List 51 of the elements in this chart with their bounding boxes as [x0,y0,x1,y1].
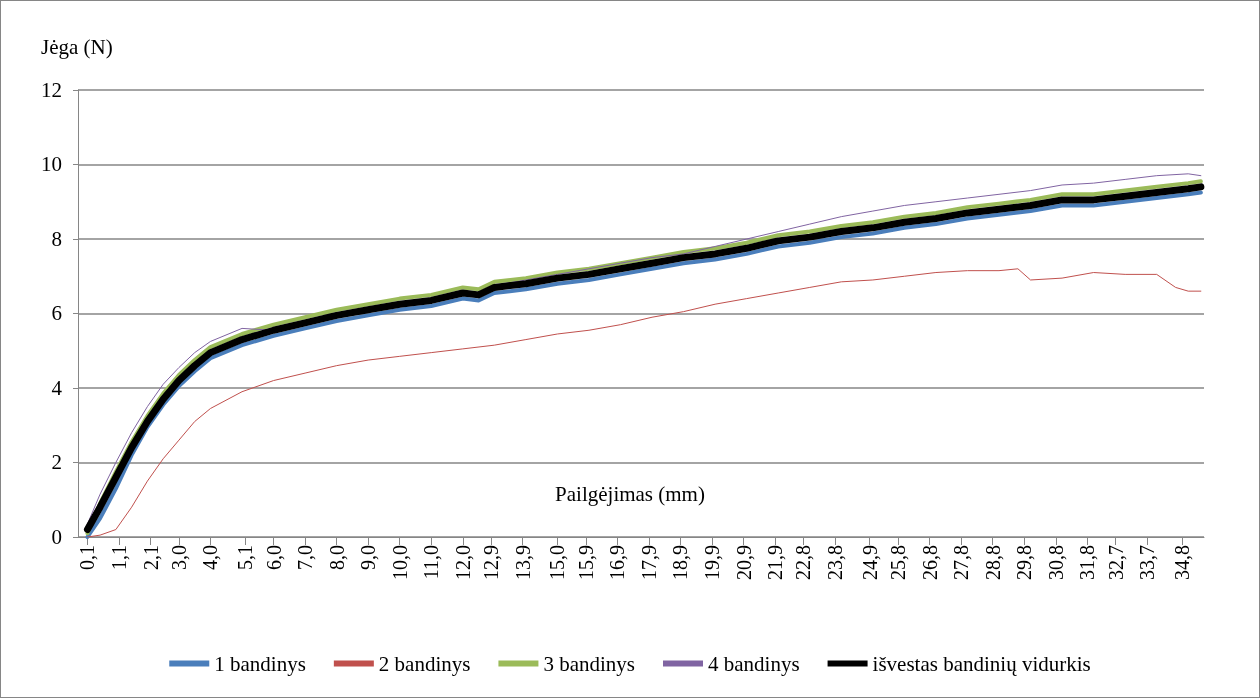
x-tick-label: 18,9 [669,545,692,580]
y-tick-label: 2 [51,450,62,474]
legend-label: 4 bandinys [708,651,800,676]
x-tick-label: 12,0 [451,545,474,580]
x-tick-label: 23,8 [823,545,846,580]
x-tick-label: 26,8 [918,545,941,580]
x-tick-label: 0,1 [76,545,99,570]
legend-label: išvestas bandinių vidurkis [872,651,1091,676]
x-tick-label: 5,1 [234,545,257,570]
x-tick-label: 17,9 [637,545,660,580]
y-tick-label: 4 [51,375,63,400]
x-tick-label: 33,7 [1136,545,1159,580]
x-tick-label: 19,9 [700,545,723,580]
x-tick-label: 4,0 [199,545,222,570]
x-tick-label: 11,0 [420,545,443,580]
y-tick-label: 6 [51,301,62,325]
y-tick-label: 12 [41,77,62,102]
x-tick-label: 20,9 [732,545,755,580]
x-tick-label: 16,9 [606,545,629,580]
x-tick-label: 34,8 [1170,545,1193,580]
x-tick-label: 15,0 [546,545,569,580]
legend-label: 1 bandinys [214,651,306,676]
x-tick-label: 27,8 [950,545,973,580]
x-tick-label: 1,1 [108,545,130,570]
y-tick-label: 10 [41,152,62,176]
legend-label: 2 bandinys [378,651,471,676]
x-tick-label: 8,0 [325,545,348,570]
legend-label: 3 bandinys [543,651,635,676]
x-tick-label: 25,8 [887,545,910,580]
x-tick-label: 2,1 [139,545,162,570]
x-axis-title: Pailgėjimas (mm) [555,481,705,506]
x-tick-label: 3,0 [167,545,190,570]
x-tick-label: 32,7 [1104,545,1127,580]
x-tick-label: 22,8 [792,545,815,580]
x-tick-label: 10,0 [388,545,411,580]
x-tick-label: 28,8 [981,545,1004,580]
y-axis-title: Jėga (N) [41,34,113,59]
x-tick-label: 13,9 [511,545,534,580]
y-tick-label: 0 [51,524,62,549]
x-tick-label: 6,0 [262,545,285,570]
line-series [86,268,1202,538]
x-tick-label: 15,9 [574,545,597,580]
y-tick-label: 8 [51,226,62,251]
x-tick-label: 24,9 [858,545,881,580]
x-tick-label: 7,0 [294,545,317,570]
x-tick-label: 9,0 [357,545,380,570]
x-tick-label: 30,8 [1044,545,1067,580]
x-tick-label: 12,9 [480,545,503,580]
x-tick-label: 29,8 [1013,545,1036,580]
x-tick-label: 31,8 [1076,545,1099,580]
x-tick-label: 21,9 [764,545,787,580]
